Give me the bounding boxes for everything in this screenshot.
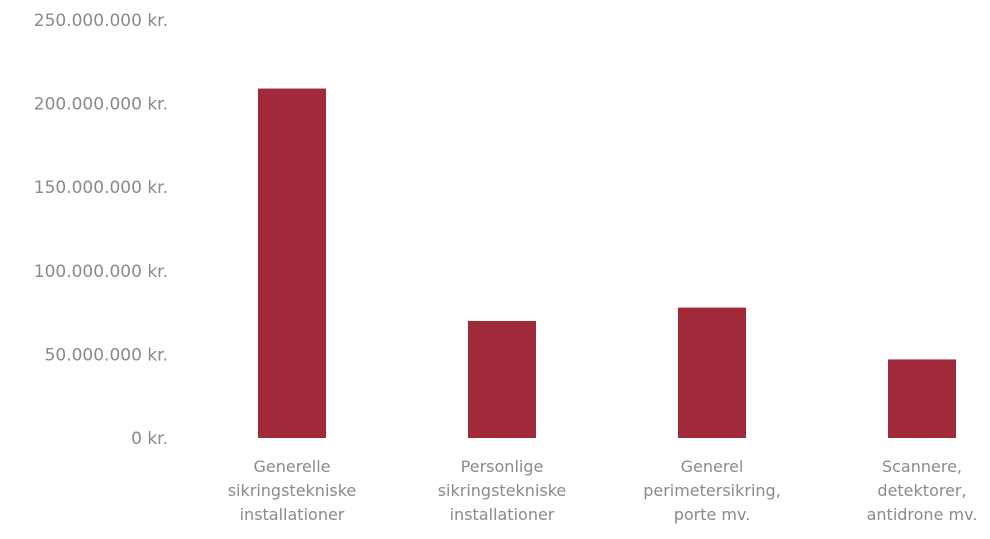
bar: [258, 88, 326, 438]
x-category-label: Generel perimetersikring, porte mv.: [643, 457, 781, 524]
x-category-label-line: Scannere,: [882, 457, 962, 476]
x-category-label-line: sikringstekniske: [228, 481, 357, 500]
x-category-label-line: installationer: [450, 505, 555, 524]
x-category-label: Personlige sikringstekniske installationer: [438, 457, 567, 524]
y-tick-label: 100.000.000 kr.: [34, 262, 168, 282]
x-category-label-line: sikringstekniske: [438, 481, 567, 500]
bar: [888, 359, 956, 438]
x-category-label-line: porte mv.: [674, 505, 751, 524]
x-category-label-line: Generel: [681, 457, 744, 476]
y-tick-label: 0 kr.: [131, 429, 168, 449]
x-category-label: Scannere, detektorer, antidrone mv.: [867, 457, 978, 524]
bar: [678, 307, 746, 438]
y-tick-label: 50.000.000 kr.: [45, 345, 168, 365]
x-category-label-line: detektorer,: [877, 481, 966, 500]
y-tick-label: 150.000.000 kr.: [34, 178, 168, 198]
bars: [258, 88, 956, 438]
x-category-label-line: installationer: [240, 505, 345, 524]
y-tick-label: 250.000.000 kr.: [34, 11, 168, 31]
x-axis: Generelle sikringstekniske installationerP…: [228, 457, 978, 524]
x-category-label-line: Personlige: [461, 457, 544, 476]
x-category-label: Generelle sikringstekniske installationer: [228, 457, 357, 524]
x-category-label-line: perimetersikring,: [643, 481, 781, 500]
x-category-label-line: antidrone mv.: [867, 505, 978, 524]
bar: [468, 320, 536, 438]
x-category-label-line: Generelle: [253, 457, 330, 476]
y-axis: 0 kr. 50.000.000 kr. 100.000.000 kr. 150.00…: [34, 11, 168, 449]
y-tick-label: 200.000.000 kr.: [34, 95, 168, 115]
